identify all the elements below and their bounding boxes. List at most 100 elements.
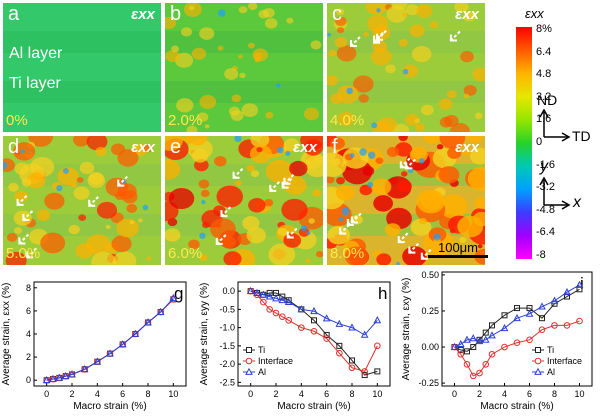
colorbar-tick-label: 4.8 xyxy=(536,68,552,81)
plot-frame xyxy=(237,281,391,387)
data-point xyxy=(279,293,286,300)
data-point xyxy=(259,290,268,298)
panel-letter: i xyxy=(580,274,584,293)
data-point xyxy=(374,342,381,350)
legend-label: Al xyxy=(547,367,555,377)
y-tick-label: 4 xyxy=(26,329,31,339)
data-point xyxy=(482,361,490,368)
x-tick-label: 2 xyxy=(69,389,74,399)
data-point xyxy=(323,335,330,342)
data-point xyxy=(266,306,273,313)
strain-map-a: a εxx 0% xyxy=(2,2,162,133)
data-point xyxy=(456,339,465,348)
legend-marker xyxy=(534,357,542,365)
legend-marker xyxy=(245,357,253,365)
strain-component-label: εxx xyxy=(455,6,479,23)
y-tick-label: 0.50 xyxy=(421,270,439,280)
y-tick-label: 0.0 xyxy=(222,286,235,296)
colorbar-tick-label: -8 xyxy=(536,249,546,261)
legend-label: Ti xyxy=(258,345,265,355)
data-point xyxy=(489,322,495,329)
data-point xyxy=(500,324,509,332)
data-point xyxy=(246,286,255,295)
data-point xyxy=(297,305,306,313)
series-line xyxy=(46,297,174,381)
data-point xyxy=(501,343,508,351)
data-point xyxy=(310,327,318,335)
strain-field-image xyxy=(3,136,161,265)
data-point xyxy=(323,331,330,338)
series-line xyxy=(46,298,174,381)
strain-map-f: f εxx 8.0% xyxy=(326,135,486,266)
strain-field-image xyxy=(327,136,485,265)
x-axis-label: Macro strain (%) xyxy=(480,401,553,412)
data-point xyxy=(563,322,571,329)
data-point xyxy=(348,364,356,372)
data-point xyxy=(526,336,533,344)
data-point xyxy=(550,296,559,304)
data-point xyxy=(253,288,261,296)
data-point xyxy=(279,313,286,320)
data-point xyxy=(93,357,102,365)
data-point xyxy=(513,313,521,322)
data-point xyxy=(463,335,471,343)
scale-bar-label: 100μm xyxy=(437,240,478,255)
legend-marker xyxy=(246,347,252,353)
x-label: x xyxy=(573,194,581,211)
data-point xyxy=(564,293,570,300)
series-line xyxy=(250,290,378,336)
data-point xyxy=(80,364,89,373)
data-point xyxy=(106,349,114,357)
data-point xyxy=(576,317,583,325)
y-tick-label: 8 xyxy=(26,283,31,293)
data-point xyxy=(450,342,459,350)
panel-letter: f xyxy=(332,136,338,158)
data-point xyxy=(55,373,64,381)
y-tick-label: -0.25 xyxy=(418,378,439,388)
data-point xyxy=(49,374,57,382)
legend-label: Al xyxy=(258,367,266,377)
y-tick-label: -1.0 xyxy=(219,323,235,333)
data-point xyxy=(457,350,465,358)
x-tick-label: 8 xyxy=(552,389,557,399)
x-tick-label: 6 xyxy=(527,389,532,399)
axes-reference: ND TD y x xyxy=(535,92,600,222)
x-axis-label: Macro strain (%) xyxy=(73,401,146,412)
y-tick-label: -0.5 xyxy=(219,304,235,314)
chart-h: 0 2 4 6 8 10 0.0 -0.5 -1.0 -1.5 -2.0 -2.5 Macro stra… xyxy=(198,268,398,415)
strain-field-image xyxy=(3,3,161,132)
panel-letter: a xyxy=(8,3,20,25)
data-point xyxy=(260,298,267,306)
y-tick-label: 2 xyxy=(26,352,31,362)
y-tick-label: 6 xyxy=(26,306,31,316)
y-label: y xyxy=(540,158,548,175)
panel-letter: h xyxy=(378,284,387,303)
data-point xyxy=(336,349,343,357)
x-tick-label: 4 xyxy=(299,389,304,399)
data-point xyxy=(284,297,293,305)
x-tick-label: 10 xyxy=(372,389,382,399)
strain-component-label: εxx xyxy=(455,139,479,156)
chart-i: 0 2 4 6 8 10 0.50 0.25 0.00 -0.25 Macro strain (%)… xyxy=(400,268,600,415)
legend-label: Ti xyxy=(547,345,554,355)
panel-letter: d xyxy=(8,136,20,158)
data-point xyxy=(361,372,368,379)
nd-td-arrows xyxy=(539,108,571,210)
al-layer-label: Al layer xyxy=(9,45,63,62)
scale-bar-line xyxy=(428,255,488,258)
colorbar-tick-label: 3.2 xyxy=(536,90,552,103)
strain-map-d: d εxx 5.0% xyxy=(2,135,162,266)
data-point xyxy=(482,329,489,336)
data-point xyxy=(360,330,369,338)
data-point xyxy=(575,280,584,288)
data-point xyxy=(322,314,331,322)
data-point xyxy=(169,293,178,302)
colorbar-tick-label: 8% xyxy=(536,23,552,35)
y-axis-label: Average strain, εxx (%) xyxy=(1,283,12,386)
y-tick-label: 0.25 xyxy=(421,306,439,316)
colorbar-title: εxx xyxy=(525,6,544,21)
colorbar-tick-label: 6.4 xyxy=(536,45,552,58)
macro-strain-label: 6.0% xyxy=(168,245,203,262)
nd-label: ND xyxy=(537,92,558,108)
data-point xyxy=(481,335,490,343)
